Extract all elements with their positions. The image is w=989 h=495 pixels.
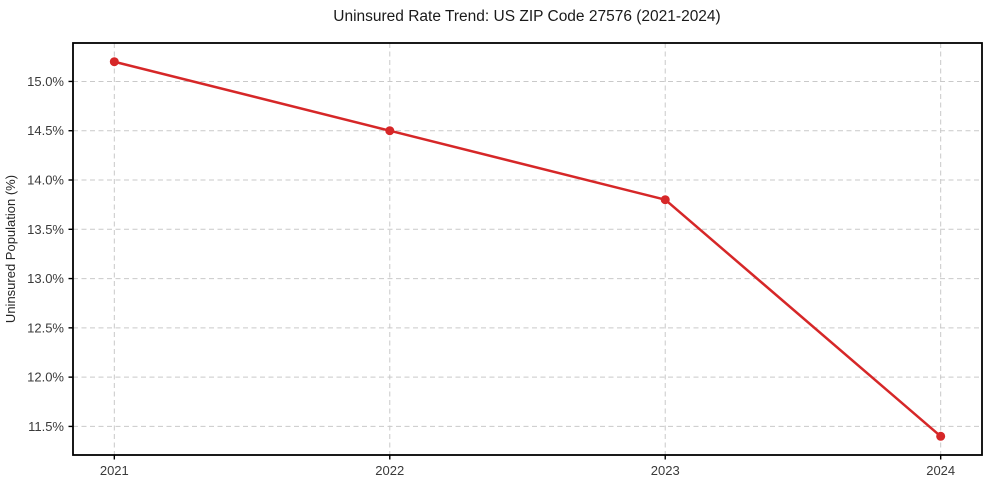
- data-series: [109, 57, 946, 441]
- y-tick-label: 12.0%: [27, 370, 64, 385]
- y-tick-label: 14.0%: [27, 173, 64, 188]
- data-point-marker: [109, 57, 119, 67]
- y-tick-label: 11.5%: [28, 419, 64, 434]
- data-point-marker: [660, 195, 670, 205]
- plot-border: [72, 42, 983, 456]
- y-tick-label: 15.0%: [27, 74, 64, 89]
- x-tick-label: 2021: [100, 463, 129, 478]
- tick-labels: 11.5% 12.0% 12.5% 13.0% 13.5% 14.0% 14.5% 15.0%…: [27, 74, 955, 478]
- x-tick-label: 2022: [375, 463, 404, 478]
- data-point-marker: [385, 126, 395, 136]
- chart-title: Uninsured Rate Trend: US ZIP Code 27576 …: [333, 8, 720, 25]
- y-tick-label: 13.0%: [27, 271, 64, 286]
- axis-ticks: [68, 80, 942, 460]
- x-tick-label: 2024: [926, 463, 955, 478]
- y-tick-label: 14.5%: [27, 123, 64, 138]
- trend-line: [113, 60, 942, 438]
- data-point-marker: [936, 431, 946, 441]
- grid-lines: [73, 43, 982, 455]
- y-axis-title: Uninsured Population (%): [3, 175, 18, 323]
- y-tick-label: 13.5%: [27, 222, 64, 237]
- y-tick-label: 12.5%: [27, 320, 64, 335]
- x-tick-label: 2023: [651, 463, 680, 478]
